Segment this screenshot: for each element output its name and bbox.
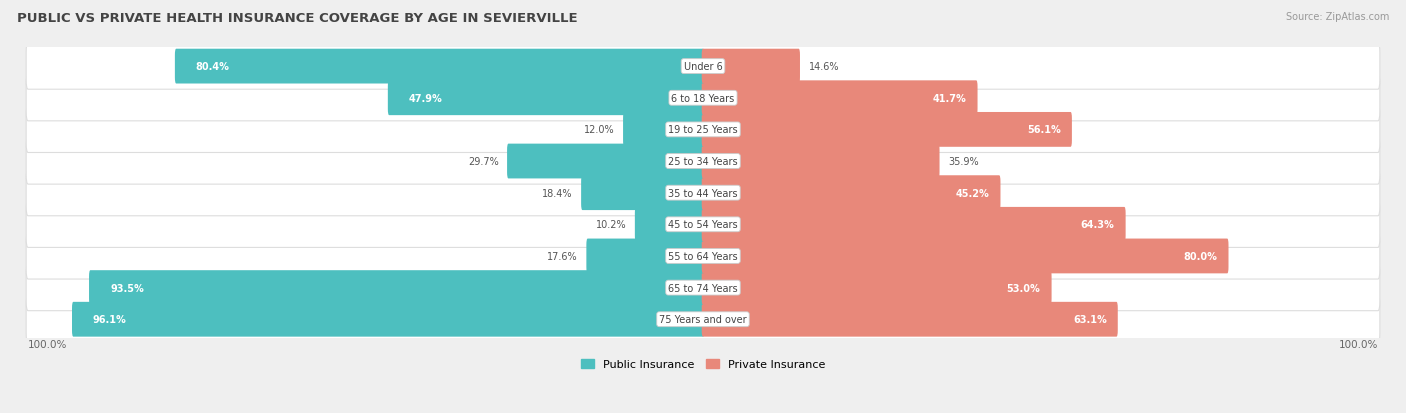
FancyBboxPatch shape (27, 297, 1379, 342)
Text: 96.1%: 96.1% (93, 314, 127, 325)
Legend: Public Insurance, Private Insurance: Public Insurance, Private Insurance (576, 354, 830, 373)
FancyBboxPatch shape (702, 50, 800, 84)
FancyBboxPatch shape (581, 176, 704, 211)
FancyBboxPatch shape (508, 144, 704, 179)
FancyBboxPatch shape (388, 81, 704, 116)
FancyBboxPatch shape (27, 233, 1379, 279)
Text: 25 to 34 Years: 25 to 34 Years (668, 157, 738, 166)
FancyBboxPatch shape (27, 107, 1379, 153)
Text: 100.0%: 100.0% (1339, 339, 1378, 349)
Text: 53.0%: 53.0% (1007, 283, 1040, 293)
Text: Source: ZipAtlas.com: Source: ZipAtlas.com (1285, 12, 1389, 22)
Text: 63.1%: 63.1% (1073, 314, 1107, 325)
Text: 19 to 25 Years: 19 to 25 Years (668, 125, 738, 135)
FancyBboxPatch shape (623, 113, 704, 147)
FancyBboxPatch shape (89, 271, 704, 305)
Text: 80.0%: 80.0% (1184, 252, 1218, 261)
FancyBboxPatch shape (586, 239, 704, 274)
FancyBboxPatch shape (702, 176, 1001, 211)
Text: PUBLIC VS PRIVATE HEALTH INSURANCE COVERAGE BY AGE IN SEVIERVILLE: PUBLIC VS PRIVATE HEALTH INSURANCE COVER… (17, 12, 578, 25)
FancyBboxPatch shape (702, 113, 1071, 147)
Text: 56.1%: 56.1% (1026, 125, 1060, 135)
Text: 17.6%: 17.6% (547, 252, 578, 261)
FancyBboxPatch shape (27, 202, 1379, 248)
Text: 35 to 44 Years: 35 to 44 Years (668, 188, 738, 198)
FancyBboxPatch shape (27, 44, 1379, 90)
Text: 6 to 18 Years: 6 to 18 Years (672, 93, 734, 104)
FancyBboxPatch shape (636, 207, 704, 242)
Text: 65 to 74 Years: 65 to 74 Years (668, 283, 738, 293)
FancyBboxPatch shape (702, 144, 939, 179)
Text: 12.0%: 12.0% (583, 125, 614, 135)
Text: 55 to 64 Years: 55 to 64 Years (668, 252, 738, 261)
FancyBboxPatch shape (702, 271, 1052, 305)
FancyBboxPatch shape (702, 302, 1118, 337)
Text: 45.2%: 45.2% (956, 188, 990, 198)
Text: 100.0%: 100.0% (28, 339, 67, 349)
Text: 47.9%: 47.9% (409, 93, 443, 104)
FancyBboxPatch shape (702, 207, 1126, 242)
FancyBboxPatch shape (702, 239, 1229, 274)
Text: Under 6: Under 6 (683, 62, 723, 72)
Text: 93.5%: 93.5% (110, 283, 143, 293)
FancyBboxPatch shape (27, 170, 1379, 216)
Text: 10.2%: 10.2% (596, 220, 626, 230)
Text: 18.4%: 18.4% (543, 188, 572, 198)
Text: 35.9%: 35.9% (948, 157, 979, 166)
FancyBboxPatch shape (72, 302, 704, 337)
Text: 80.4%: 80.4% (195, 62, 229, 72)
FancyBboxPatch shape (27, 139, 1379, 185)
Text: 75 Years and over: 75 Years and over (659, 314, 747, 325)
Text: 41.7%: 41.7% (932, 93, 966, 104)
FancyBboxPatch shape (702, 81, 977, 116)
Text: 64.3%: 64.3% (1081, 220, 1115, 230)
FancyBboxPatch shape (27, 76, 1379, 121)
FancyBboxPatch shape (27, 265, 1379, 311)
Text: 45 to 54 Years: 45 to 54 Years (668, 220, 738, 230)
Text: 29.7%: 29.7% (468, 157, 499, 166)
Text: 14.6%: 14.6% (808, 62, 839, 72)
FancyBboxPatch shape (174, 50, 704, 84)
